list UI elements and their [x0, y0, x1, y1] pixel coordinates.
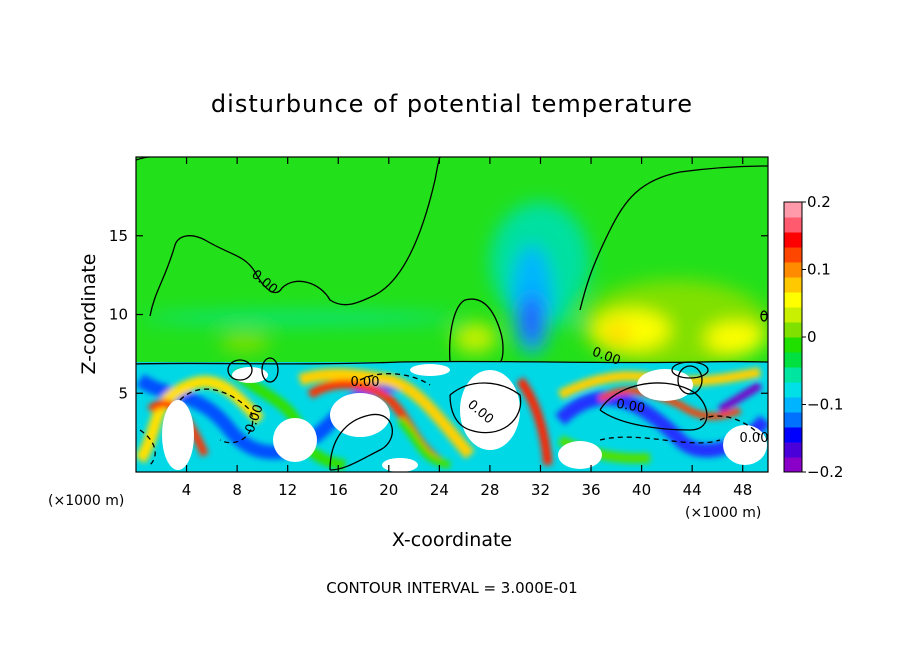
colorbar-swatch-8: [784, 337, 802, 353]
colorbar-swatch-2: [784, 427, 802, 443]
contour-lower-1: [329, 413, 393, 471]
lower-green-band-3: [397, 417, 451, 469]
white-patch-8: [410, 364, 450, 376]
x-axis-title: X-coordinate: [392, 529, 512, 551]
cold-plume-core: [521, 295, 543, 345]
white-patch-3: [330, 393, 390, 437]
x-tick-label-2: 12: [278, 481, 297, 499]
contour-vortex-2: [261, 357, 279, 383]
contour-vortex-1: [227, 359, 253, 381]
contour-vortex-5: [760, 310, 768, 322]
x-tick-label-8: 36: [581, 481, 600, 499]
colorbar-tick-label-0: 0.2: [807, 193, 831, 211]
contour-lower-2: [599, 382, 708, 431]
white-patch-5: [558, 441, 602, 469]
y-axis-title: Z-coordinate: [78, 254, 100, 375]
contour-interval-note: CONTOUR INTERVAL = 3.000E-01: [326, 579, 577, 597]
contour-lines: [136, 157, 768, 471]
x-tick-label-7: 32: [531, 481, 550, 499]
colorbar-tick-label-2: 0: [807, 328, 817, 346]
colorbar-swatch-14: [784, 247, 802, 263]
cool-band: [140, 313, 460, 323]
colorbar-swatch-5: [784, 382, 802, 398]
x-tick-label-0: 4: [182, 481, 192, 499]
lower-turbulent-layer: [136, 362, 768, 472]
contour-lower-3: [449, 382, 522, 434]
colorbar-tick-label-1: 0.1: [807, 261, 831, 279]
colorbar-swatch-3: [784, 412, 802, 428]
colorbar-swatch-17: [784, 202, 802, 218]
x-tick-label-1: 8: [232, 481, 242, 499]
colorbar-tick-label-3: −0.1: [807, 396, 843, 414]
warm-spot-center: [453, 323, 497, 353]
plot-area: 0.00 0.00 0.00 0.00 0.00 0.00 0.00: [136, 157, 769, 472]
warm-region-core: [606, 325, 630, 341]
white-patch-4: [460, 370, 520, 450]
colorbar-swatch-6: [784, 367, 802, 383]
y-axis-ticks: 5 10 15: [109, 227, 768, 402]
lower-purple-streak: [717, 381, 763, 414]
white-patch-7: [723, 425, 767, 465]
x-unit-right: (×1000 m): [685, 505, 761, 521]
upper-field-anomalies: [140, 202, 768, 370]
colorbar-swatch-13: [784, 262, 802, 278]
colorbar: 0.2 0.1 0 −0.1 −0.2: [783, 193, 843, 481]
x-tick-label-9: 40: [632, 481, 651, 499]
colorbar-swatch-9: [784, 322, 802, 338]
white-patch-10: [382, 458, 418, 472]
colorbar-swatch-0: [784, 457, 802, 473]
warm-region-inner: [594, 310, 670, 350]
colorbar-tick-label-4: −0.2: [807, 463, 843, 481]
x-tick-label-3: 16: [329, 481, 348, 499]
lower-yellow-band-1: [136, 375, 265, 464]
contour-dashed-4: [359, 373, 431, 386]
contour-zero-right-dome: [579, 165, 768, 311]
contour-vortex-4: [677, 365, 703, 395]
chart-title: disturbunce of potential temperature: [211, 90, 693, 118]
x-tick-label-5: 24: [430, 481, 449, 499]
colorbar-swatch-16: [784, 217, 802, 233]
colorbar-swatch-1: [784, 442, 802, 458]
x-tick-label-11: 48: [733, 481, 752, 499]
x-tick-label-6: 28: [480, 481, 499, 499]
warm-spot-right: [705, 322, 765, 354]
contour-zero-interface: [136, 360, 768, 365]
y-tick-label-1: 10: [109, 306, 128, 324]
colorbar-swatch-12: [784, 277, 802, 293]
contour-dashed-1: [179, 388, 254, 444]
x-tick-label-10: 44: [683, 481, 702, 499]
x-axis-ticks: 4 8 12 16 20 24 28 32 36 40 44 48: [182, 157, 752, 499]
contour-zero-center-bump: [449, 298, 504, 363]
colorbar-swatch-7: [784, 352, 802, 368]
contour-label-2: 0.00: [351, 375, 380, 390]
white-patch-2: [273, 418, 317, 462]
y-tick-label-0: 5: [118, 384, 128, 402]
colorbar-swatch-15: [784, 232, 802, 248]
white-out-of-range: [162, 364, 767, 472]
y-tick-label-2: 15: [109, 227, 128, 245]
colorbar-swatch-4: [784, 397, 802, 413]
white-patch-1: [162, 400, 194, 470]
contour-dashed-5: [139, 429, 156, 466]
x-tick-label-4: 20: [379, 481, 398, 499]
lower-yellow-band-2: [298, 368, 475, 459]
white-patch-6: [637, 369, 693, 401]
colorbar-swatch-11: [784, 292, 802, 308]
contour-label-7: 0.00: [740, 431, 769, 446]
contour-dashed-2: [599, 436, 721, 444]
x-unit-left: (×1000 m): [48, 493, 124, 509]
contour-zero-left-dome: [149, 157, 441, 317]
contour-vortex-3: [671, 361, 709, 379]
warm-spot-left: [220, 332, 270, 352]
lower-red-band-3: [516, 377, 553, 466]
contour-label-6: 0.00: [615, 397, 646, 417]
colorbar-swatch-10: [784, 307, 802, 323]
